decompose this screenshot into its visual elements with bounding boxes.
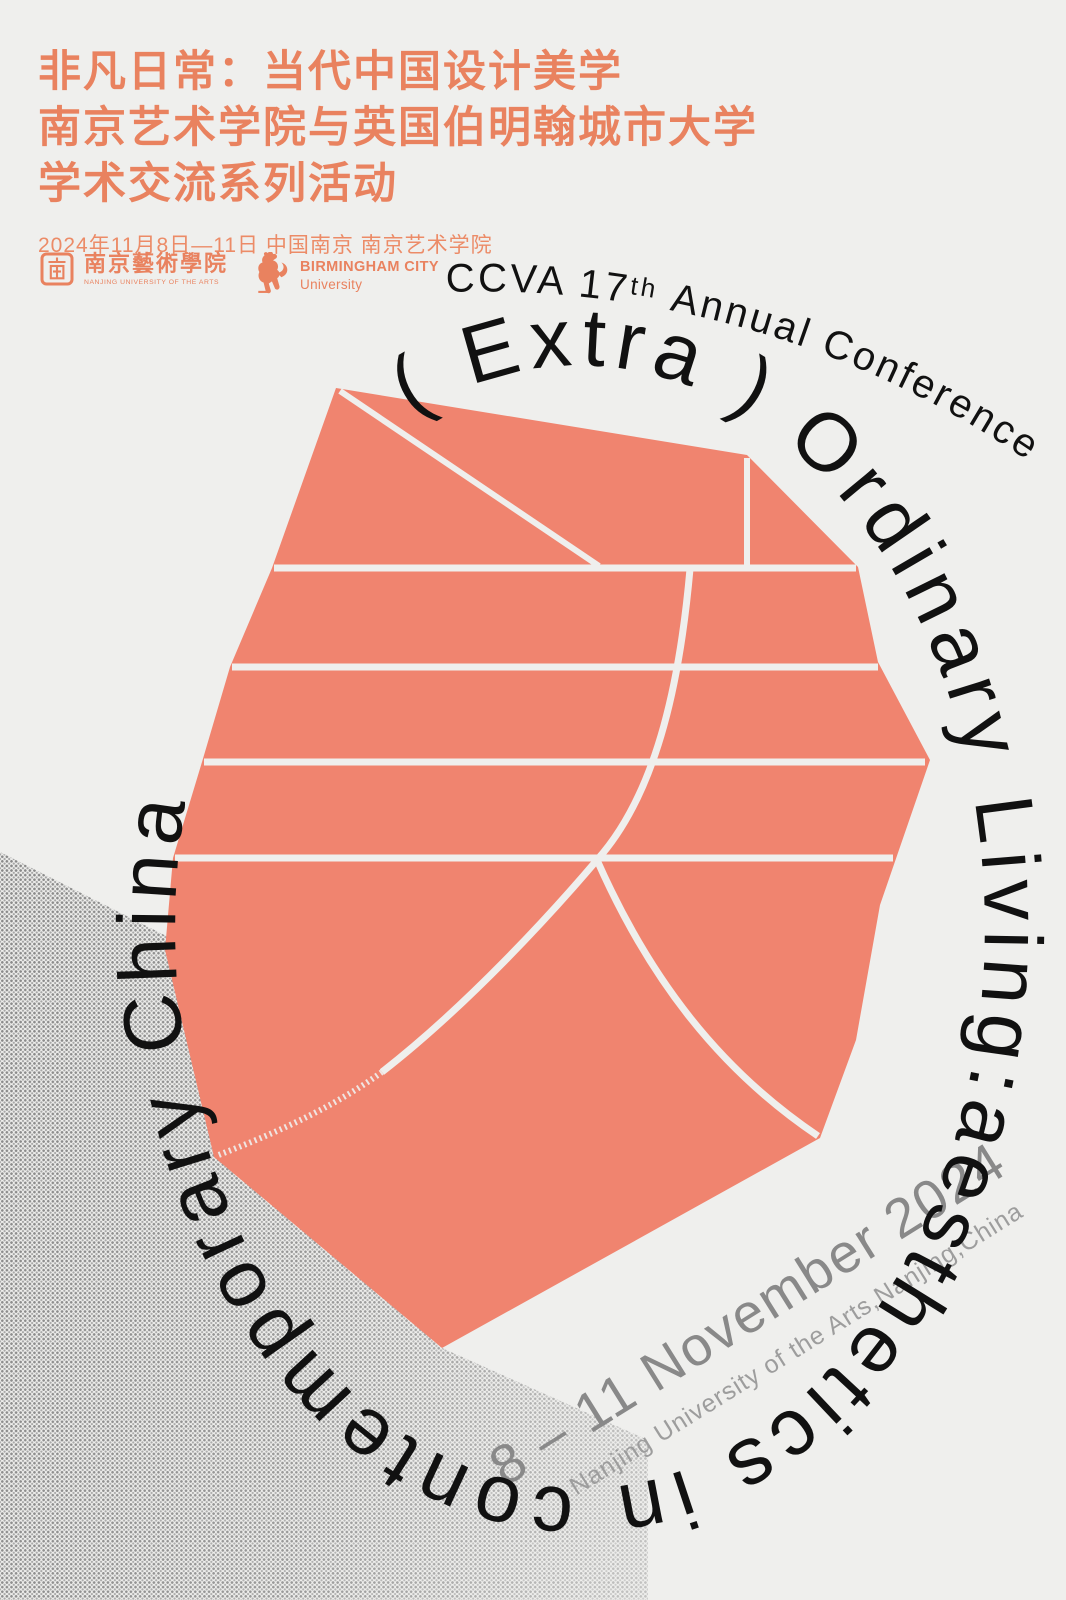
- bcu-name-line1: BIRMINGHAM CITY: [300, 259, 439, 275]
- bcu-logo: BIRMINGHAM CITY University: [254, 251, 439, 299]
- arc-superscript: th: [629, 270, 662, 304]
- glyph-divider-strokes: [175, 388, 925, 1159]
- heading-block: 非凡日常：当代中国设计美学 南京艺术学院与英国伯明翰城市大学 学术交流系列活动 …: [38, 44, 758, 259]
- logos-row: 南京藝術學院 NANJING UNIVERSITY OF THE ARTS BI…: [40, 252, 439, 299]
- heading-line-2: 南京艺术学院与英国伯明翰城市大学: [38, 104, 758, 152]
- nua-seal-icon: [40, 252, 74, 291]
- bcu-name-line2: University: [300, 277, 363, 292]
- conference-arc-text: CCVA 17th Annual Conference: [445, 256, 1049, 469]
- footer-dates: 8 – 11 November 2024: [478, 1129, 1017, 1498]
- arc-suffix: Annual Conference: [654, 273, 1049, 469]
- bcu-lion-icon: [254, 251, 292, 299]
- nua-logo-text: 南京藝術學院 NANJING UNIVERSITY OF THE ARTS: [84, 251, 229, 287]
- heading-date-location: 2024年11月8日—11日 中国南京 南京艺术学院: [38, 234, 493, 257]
- nua-name-cn: 南京藝術學院: [84, 251, 229, 276]
- bcu-logo-text: BIRMINGHAM CITY University: [300, 259, 439, 292]
- arc-prefix: CCVA 17: [445, 256, 633, 311]
- footer-block: 8 – 11 November 2024 Nanjing University …: [478, 1128, 1038, 1531]
- heading-line-3: 学术交流系列活动: [38, 160, 398, 208]
- nua-name-en: NANJING UNIVERSITY OF THE ARTS: [84, 279, 220, 286]
- heading-line-1: 非凡日常：当代中国设计美学: [38, 48, 623, 96]
